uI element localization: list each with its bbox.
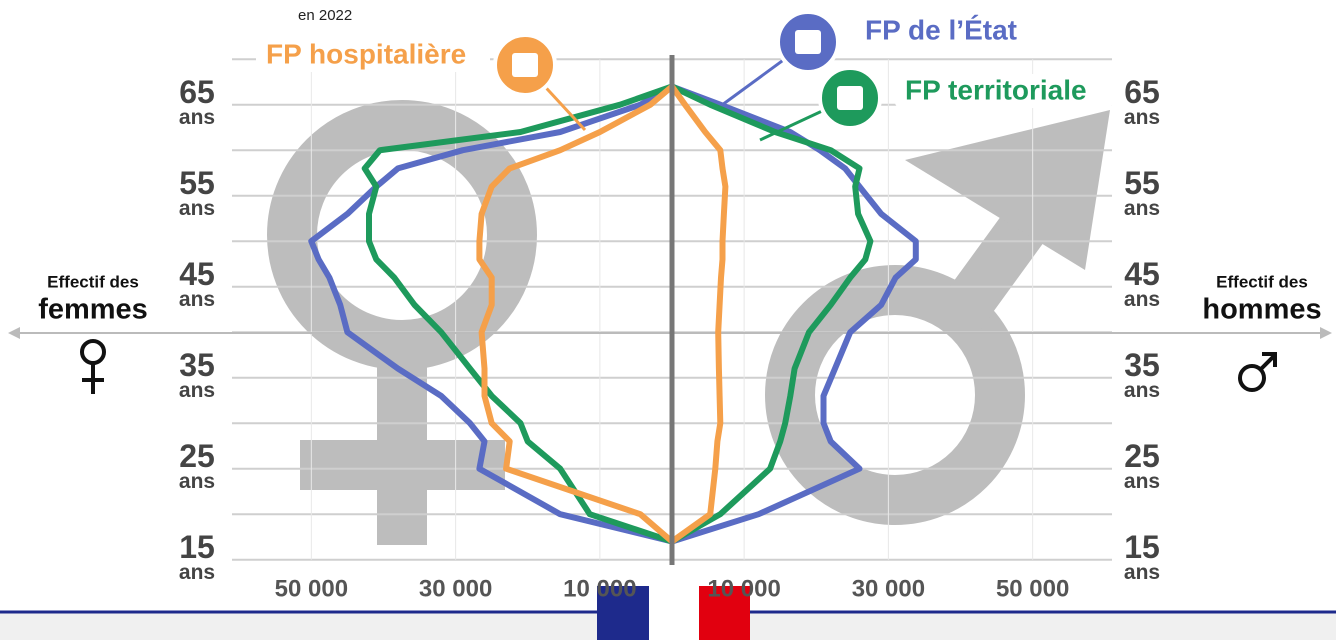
y-tick-label: 15	[179, 529, 215, 565]
x-tick-label: 50 000	[275, 575, 348, 602]
marianne-logo	[597, 586, 750, 640]
y-tick-unit: ans	[179, 288, 215, 311]
x-tick-label: 30 000	[419, 575, 492, 602]
legend-label: FP de l’État	[865, 14, 1017, 45]
x-tick-label: 10 000	[563, 575, 636, 602]
y-tick-label: 25	[1124, 438, 1160, 474]
y-tick-label: 55	[179, 165, 215, 201]
legend-label: FP territoriale	[905, 74, 1087, 105]
arrow-right	[1320, 327, 1332, 339]
female-symbol	[80, 339, 106, 394]
y-tick-unit: ans	[179, 197, 215, 220]
y-tick-label: 15	[1124, 529, 1160, 565]
y-tick-label: 25	[179, 438, 215, 474]
y-tick-unit: ans	[179, 470, 215, 493]
series-line	[361, 83, 673, 545]
y-tick-unit: ans	[1124, 197, 1160, 220]
series-line	[308, 83, 674, 545]
legend-box	[256, 38, 490, 72]
right-label-line1: Effectif des	[1216, 272, 1308, 291]
series-line	[669, 84, 729, 544]
y-tick-unit: ans	[179, 561, 215, 584]
x-tick-label: 30 000	[852, 575, 925, 602]
subtitle: en 2022	[298, 7, 352, 24]
y-tick-unit: ans	[1124, 379, 1160, 402]
y-tick-label: 45	[1124, 256, 1160, 292]
y-tick-unit: ans	[179, 106, 215, 129]
legend-box	[895, 74, 1113, 108]
left-label-line2: femmes	[38, 294, 148, 326]
legend-icon-glyph	[837, 86, 863, 110]
y-tick-unit: ans	[1124, 288, 1160, 311]
background-symbols	[267, 100, 1110, 545]
legend-icon-glyph	[512, 53, 538, 77]
y-tick-label: 65	[1124, 74, 1160, 110]
y-tick-label: 45	[179, 256, 215, 292]
x-tick-label: 10 000	[707, 575, 780, 602]
y-tick-unit: ans	[1124, 561, 1160, 584]
y-tick-label: 55	[1124, 165, 1160, 201]
legend-icon-glyph	[795, 30, 821, 54]
legend-box	[855, 14, 1035, 48]
left-label-line1: Effectif des	[47, 272, 139, 291]
y-tick-label: 35	[179, 347, 215, 383]
y-tick-unit: ans	[1124, 470, 1160, 493]
series-line	[670, 83, 919, 545]
y-tick-unit: ans	[179, 379, 215, 402]
legend-label: FP hospitalière	[266, 38, 466, 69]
y-tick-label: 65	[179, 74, 215, 110]
series-line	[670, 83, 874, 545]
male-symbol	[1238, 352, 1277, 392]
y-tick-unit: ans	[1124, 106, 1160, 129]
y-tick-label: 35	[1124, 347, 1160, 383]
series-line	[476, 84, 674, 544]
x-tick-label: 50 000	[996, 575, 1069, 602]
arrow-left	[8, 327, 20, 339]
right-label-line2: hommes	[1202, 294, 1321, 326]
